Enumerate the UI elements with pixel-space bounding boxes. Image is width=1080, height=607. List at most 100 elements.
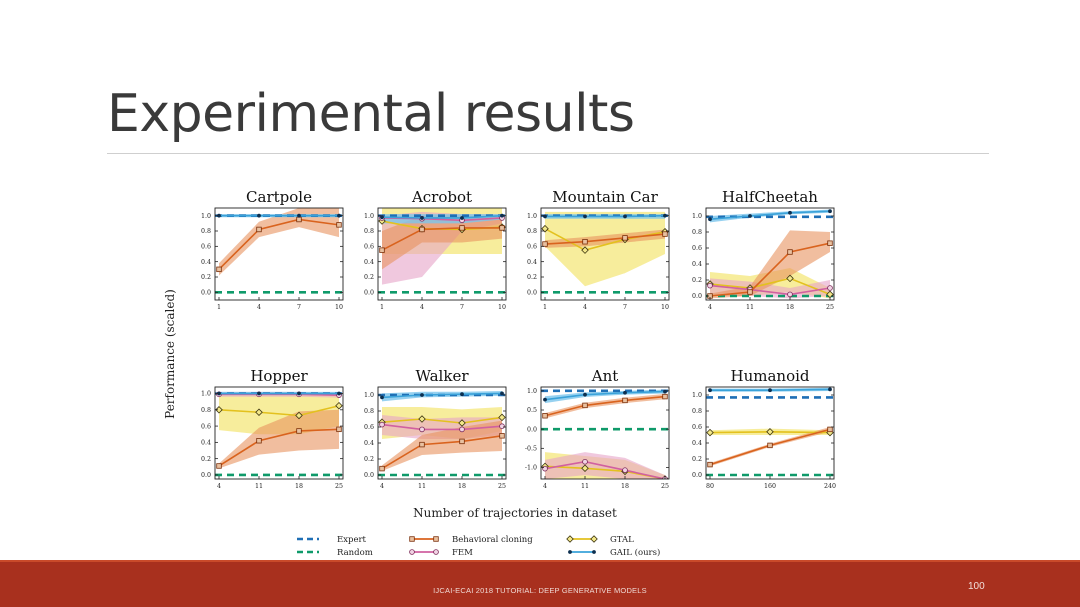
y-tick-label: 0.6	[692, 424, 702, 431]
plot-area	[378, 208, 506, 294]
x-tick-label: 1	[380, 304, 384, 311]
bc-point	[622, 397, 628, 404]
gail-point	[257, 391, 261, 396]
panel-mountain-car: Mountain Car 0.0 0.2 0.4 0.6 0.8 1.0 1 4 7 10	[527, 188, 670, 311]
y-tick-label: 1.0	[527, 213, 537, 220]
plot-area	[706, 209, 834, 299]
legend-item-bc: Behavioral cloning	[409, 535, 533, 545]
gail-point	[500, 213, 504, 218]
panel-cartpole: Cartpole 0.0 0.2 0.4 0.6 0.8 1.0 1 4 7 10	[201, 188, 344, 311]
panel-frame	[540, 207, 670, 301]
x-tick-label: 25	[661, 483, 669, 490]
gail-line	[381, 214, 503, 219]
x-tick-label: 11	[746, 304, 754, 311]
page-number: 100	[968, 581, 985, 592]
fem-point	[827, 285, 833, 291]
y-tick-label: 0.4	[201, 440, 211, 447]
y-tick-label: 1.0	[201, 213, 211, 220]
gtal-point	[706, 428, 714, 437]
gtal-point	[255, 408, 263, 417]
gail-point	[297, 391, 301, 396]
gail-point	[663, 213, 667, 218]
gtal-point	[378, 217, 386, 225]
panel-frame	[377, 207, 507, 301]
bc-point	[459, 225, 465, 231]
bc-point	[216, 463, 222, 469]
gtal-line	[218, 404, 340, 417]
fem-point	[787, 291, 793, 298]
legend-item-expert: Expert	[297, 535, 367, 545]
y-tick-label: 0.8	[364, 408, 374, 415]
x-tick-label: 80	[706, 483, 714, 490]
x-tick-label: 1	[217, 304, 221, 311]
gtal-point	[581, 464, 589, 473]
bc-point	[767, 442, 773, 449]
chart-legend: Expert Random Behavioral cloning FEM GTAL GAI…	[297, 535, 660, 558]
panel-frame	[214, 207, 344, 301]
y-tick-label: 0.8	[692, 229, 702, 236]
results-chart: Performance (scaled) Number of trajector…	[163, 188, 836, 558]
y-tick-label: 0.0	[527, 290, 537, 297]
panel-hopper: Hopper 0.0 0.2 0.4 0.6 0.8 1.0 4 11 18 25	[201, 367, 344, 490]
y-tick-label: 0.2	[201, 456, 211, 463]
legend-item-random: Random	[297, 548, 373, 558]
fem-line	[381, 423, 503, 431]
y-tick-label: 0.4	[692, 440, 702, 447]
bc-point	[296, 216, 302, 223]
x-axis-label: Number of trajectories in dataset	[413, 506, 617, 520]
gail-point	[380, 215, 384, 220]
gail-line	[709, 210, 831, 220]
x-tick-label: 4	[543, 483, 547, 490]
plot-area	[541, 389, 669, 479]
y-tick-label: 1.0	[364, 213, 374, 220]
x-tick-label: 4	[708, 304, 712, 311]
gail-point	[420, 393, 424, 397]
panel-frame	[705, 207, 835, 301]
y-tick-label: 0.2	[692, 456, 702, 463]
x-tick-label: 25	[498, 483, 506, 490]
gtal-point	[295, 411, 303, 420]
plot-area	[215, 391, 343, 477]
gail-point	[217, 391, 221, 396]
y-tick-label: 1.0	[692, 392, 702, 399]
bc-point	[542, 241, 548, 247]
bc-point	[296, 428, 302, 434]
x-tick-label: 18	[295, 483, 303, 490]
x-tick-label: 4	[380, 483, 384, 490]
legend-label: FEM	[452, 548, 473, 558]
gail-point	[460, 392, 464, 397]
y-tick-label: 0.0	[692, 472, 702, 479]
bc-point	[419, 226, 425, 233]
gail-point	[623, 390, 627, 395]
y-tick-label: 0.2	[364, 274, 374, 281]
y-tick-label: 0.0	[201, 290, 211, 297]
y-tick-label: 0.6	[364, 244, 374, 251]
x-tick-label: 11	[581, 483, 589, 490]
gail-point	[748, 214, 752, 218]
bc-point	[336, 426, 342, 433]
x-tick-label: 10	[335, 304, 343, 311]
x-tick-label: 11	[255, 483, 263, 490]
fem-point	[379, 421, 385, 428]
panel-title: Humanoid	[731, 367, 810, 385]
panel-title: Hopper	[250, 367, 308, 385]
gail-point	[460, 216, 464, 220]
x-tick-label: 25	[826, 304, 834, 311]
bc-point	[787, 249, 793, 255]
y-tick-label: 0.6	[527, 244, 537, 251]
gail-line	[381, 392, 503, 399]
gail-legend-marker	[592, 550, 596, 554]
x-tick-label: 4	[583, 304, 587, 311]
bc-point	[582, 239, 588, 245]
fem-point	[542, 465, 548, 472]
gtal-band	[545, 211, 665, 287]
fem-point	[582, 458, 588, 465]
y-tick-label: 0.0	[527, 426, 537, 433]
y-tick-label: 0.4	[364, 259, 374, 266]
legend-label: Expert	[337, 535, 367, 545]
y-tick-label: 0.2	[527, 274, 537, 281]
panel-walker: Walker 0.0 0.2 0.4 0.6 0.8 1.0 4 11 18 25	[364, 367, 507, 490]
panel-title: Mountain Car	[552, 188, 658, 206]
panel-ant: Ant -1.0 -0.5 0.0 0.5 1.0 4 11 18 25	[525, 367, 670, 490]
y-tick-label: 0.6	[364, 424, 374, 431]
